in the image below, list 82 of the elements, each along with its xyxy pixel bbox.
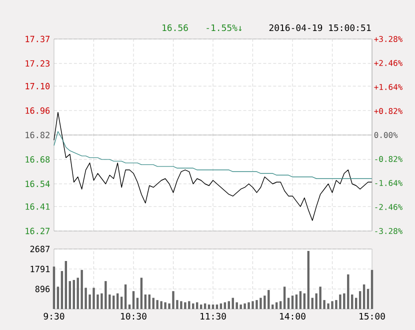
bar xyxy=(116,293,119,309)
bar xyxy=(140,278,143,309)
y-tick-label: 17.37 xyxy=(26,36,50,42)
bar xyxy=(220,303,222,309)
x-tick-label: 11:30 xyxy=(200,312,226,320)
bar xyxy=(232,298,234,309)
bar xyxy=(366,288,370,309)
bar xyxy=(279,301,282,309)
bar xyxy=(64,260,68,309)
bar xyxy=(248,302,250,309)
bar xyxy=(56,286,60,309)
x-tick-label: 15:00 xyxy=(360,312,385,320)
y-tick-label: 17.23 xyxy=(26,60,50,67)
bar xyxy=(311,298,314,309)
bar xyxy=(132,291,135,309)
bar xyxy=(80,270,83,309)
y-tick-label: 16.68 xyxy=(26,156,50,163)
x-tick-label: 14:00 xyxy=(280,312,306,320)
bar xyxy=(319,286,322,309)
bar xyxy=(358,291,362,309)
y-tick-label: 16.41 xyxy=(26,203,50,210)
y-tick-label: 16.96 xyxy=(26,107,50,114)
bar xyxy=(260,298,262,309)
bar xyxy=(144,294,147,309)
bar xyxy=(212,304,214,309)
bar xyxy=(355,298,358,309)
bar xyxy=(362,284,366,309)
bar xyxy=(307,250,310,309)
y-tick-label: 17.10 xyxy=(26,82,50,90)
x-tick-label: 9:30 xyxy=(44,312,64,320)
bar xyxy=(216,304,218,309)
bar xyxy=(252,301,254,309)
bar xyxy=(339,294,342,309)
bar xyxy=(299,291,302,309)
bar xyxy=(164,302,166,309)
bar xyxy=(180,301,182,309)
bar xyxy=(204,303,206,309)
bar xyxy=(347,274,350,309)
bar xyxy=(303,293,306,309)
x-tick-label: 10:30 xyxy=(121,312,146,320)
bar xyxy=(60,271,64,309)
bar xyxy=(52,266,56,309)
text: -1.55%↓ xyxy=(206,24,242,32)
bar xyxy=(112,296,115,309)
y-tick-label: 16.27 xyxy=(26,228,50,234)
text: 16.56 xyxy=(162,24,188,32)
bar xyxy=(136,298,139,309)
bar xyxy=(244,303,246,309)
bar xyxy=(124,284,127,309)
bar xyxy=(283,286,286,309)
bar xyxy=(331,301,334,309)
bar xyxy=(160,301,162,309)
bar xyxy=(240,304,242,309)
y-tick-label: 2687 xyxy=(30,246,50,252)
bar xyxy=(92,288,95,309)
bar xyxy=(156,300,158,309)
bar xyxy=(370,270,374,309)
text: 2016-04-19 15:00:51 xyxy=(269,24,371,32)
bar xyxy=(172,291,174,309)
bar xyxy=(200,304,202,309)
y-tick-label: 16.54 xyxy=(26,180,50,188)
bar xyxy=(327,303,330,309)
bar xyxy=(148,294,150,309)
y-tick-label: 1791 xyxy=(30,266,50,272)
bar xyxy=(68,281,71,309)
y-tick-label: 16.82 xyxy=(26,132,50,138)
bar xyxy=(295,294,298,309)
bar xyxy=(188,301,190,309)
bar xyxy=(72,280,75,309)
bar xyxy=(192,303,194,309)
bar xyxy=(152,298,154,309)
bar xyxy=(287,298,290,309)
bar xyxy=(128,304,131,309)
bar xyxy=(256,300,258,309)
bar xyxy=(208,304,210,309)
bar xyxy=(184,302,186,309)
bar xyxy=(291,296,294,309)
bar xyxy=(228,301,230,309)
bar xyxy=(120,296,123,309)
bar xyxy=(104,281,107,309)
bar xyxy=(268,290,270,309)
y-tick-label: 896 xyxy=(35,286,50,292)
